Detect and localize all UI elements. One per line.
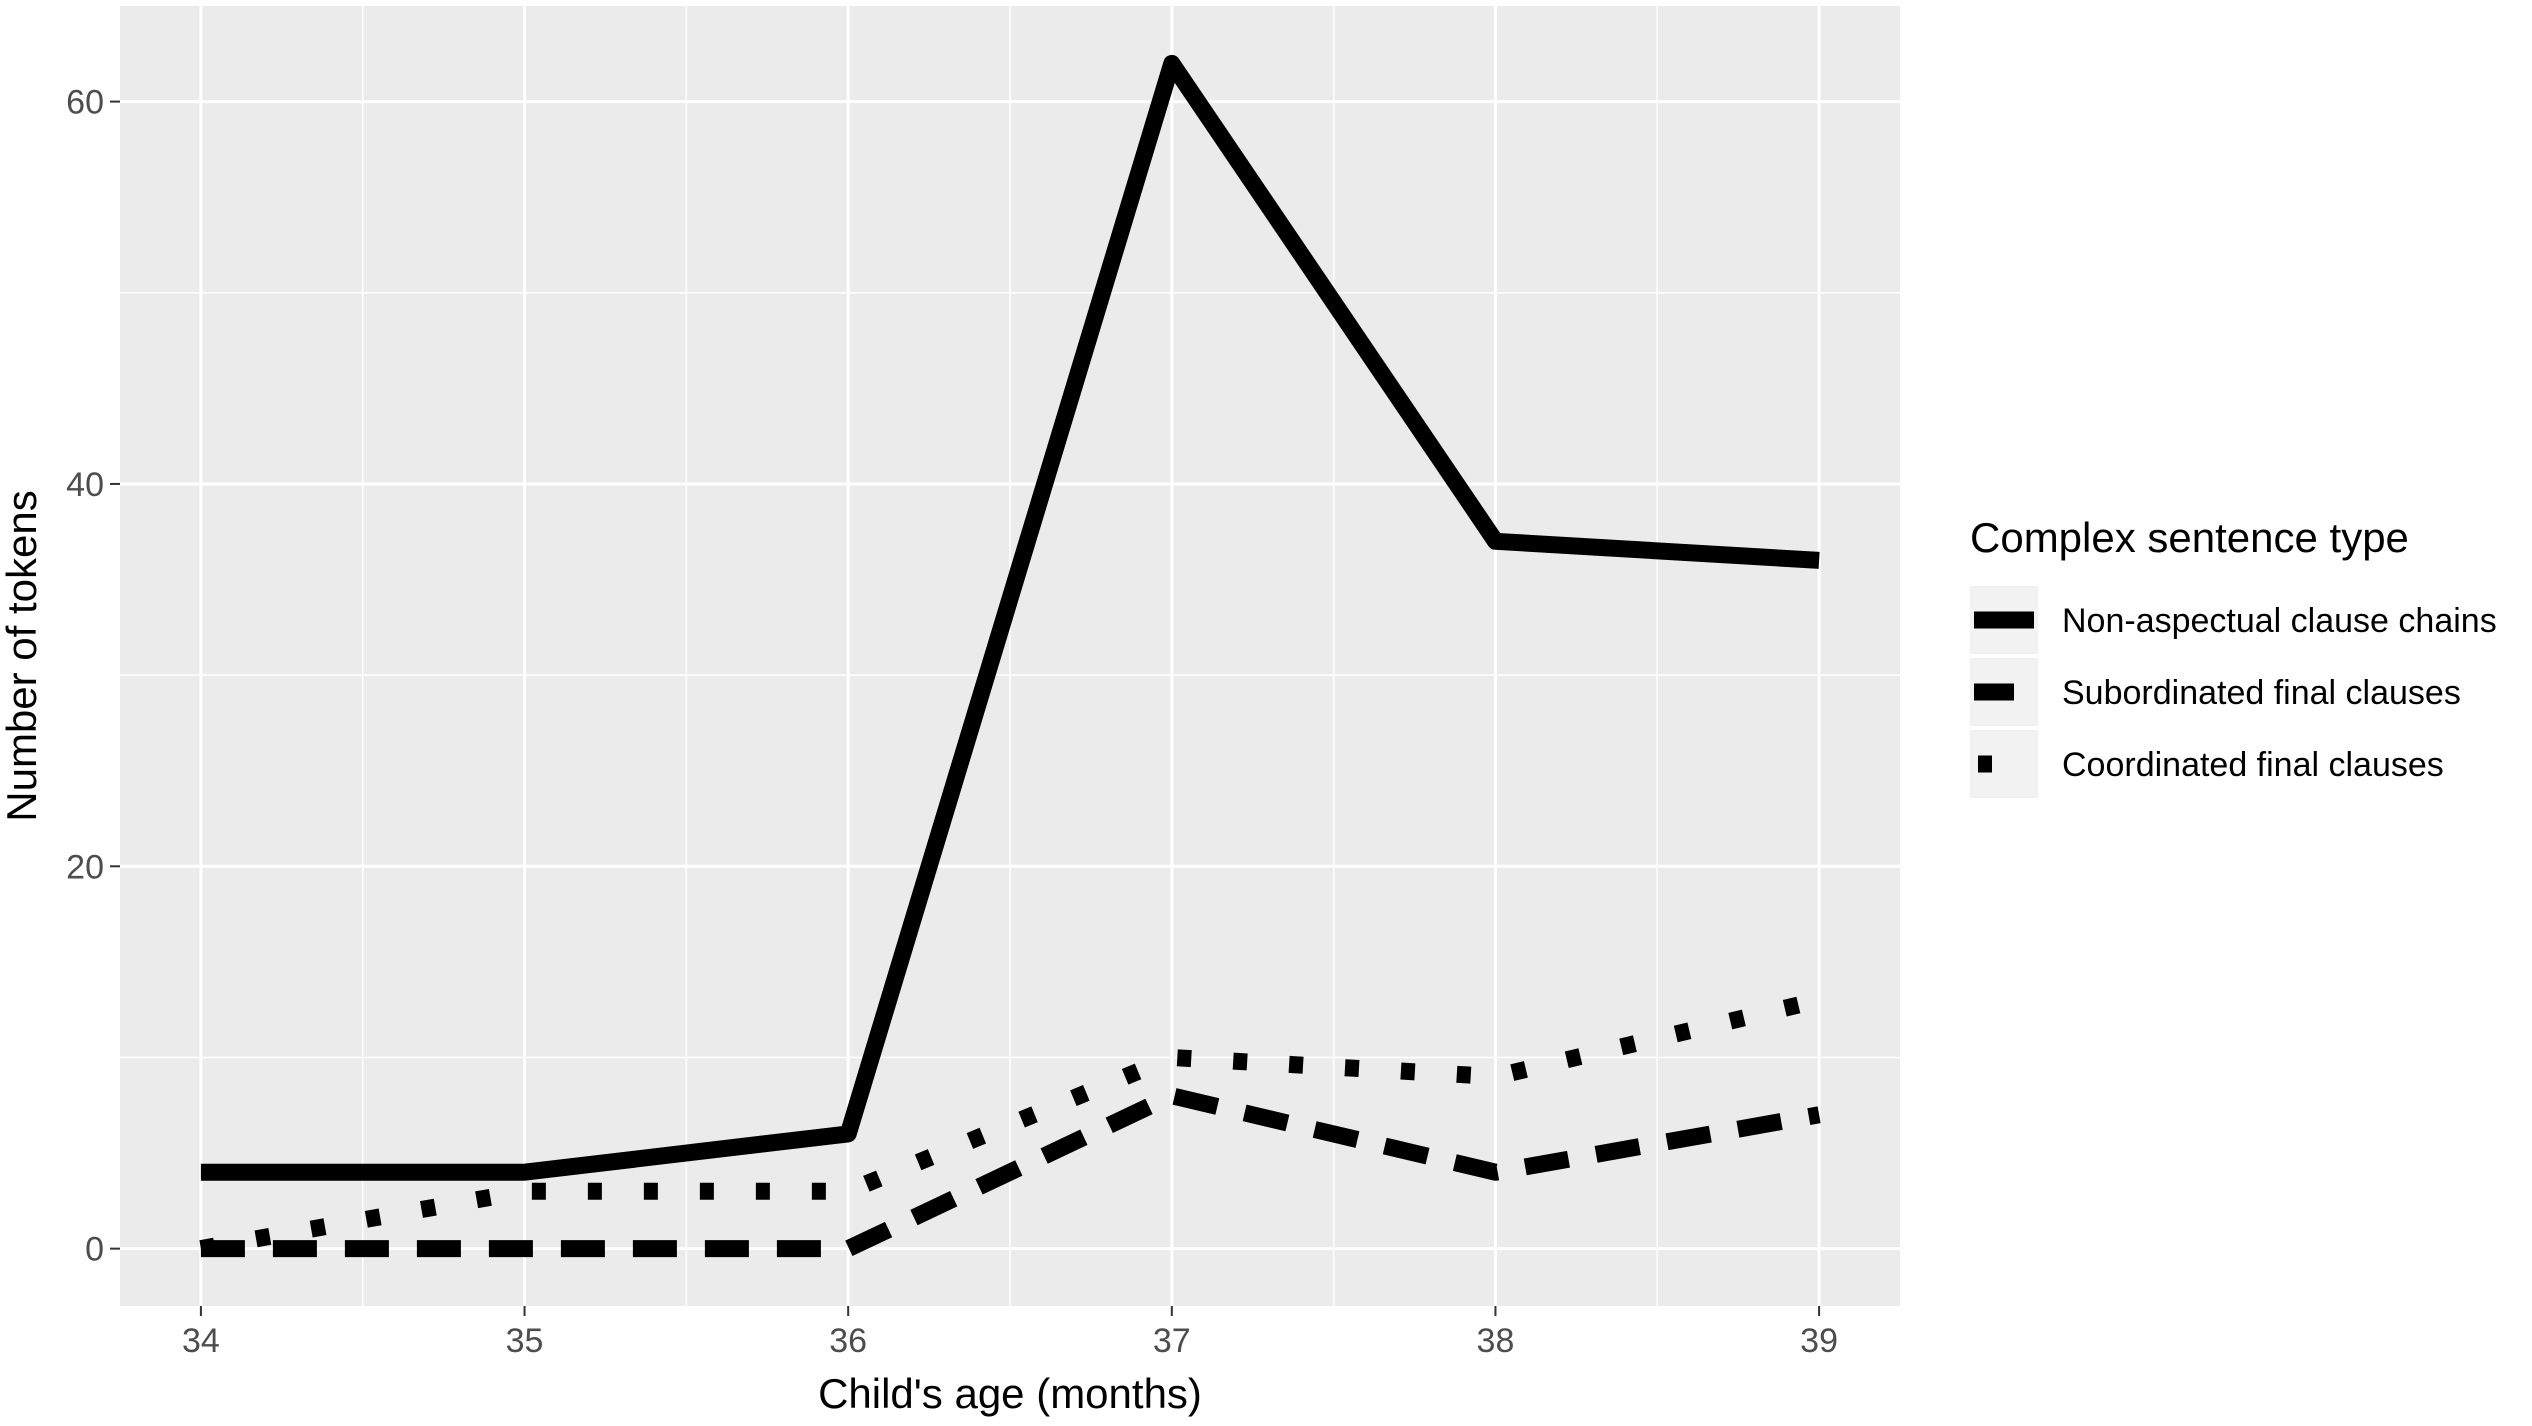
legend-title: Complex sentence type — [1970, 514, 2409, 561]
series-lines — [199, 54, 1822, 1258]
legend-item-non-aspectual-clause-chains: Non-aspectual clause chains — [1970, 586, 2497, 654]
y-tick-label: 40 — [66, 466, 104, 504]
y-tick-label: 60 — [66, 84, 104, 122]
y-axis-ticks: 0 20 40 60 — [66, 84, 120, 1269]
x-axis-title: Child's age (months) — [818, 1370, 1202, 1417]
legend-label: Non-aspectual clause chains — [2062, 602, 2497, 640]
y-tick-label: 20 — [66, 848, 104, 886]
series-line-subordinated-final-clauses — [200, 1087, 1821, 1258]
x-tick-label: 39 — [1800, 1322, 1838, 1360]
series-line-non-aspectual-clause-chains — [200, 54, 1820, 1181]
y-tick-label: 0 — [85, 1231, 104, 1269]
legend-items: Non-aspectual clause chains Subordinated … — [1970, 586, 2497, 798]
legend: Complex sentence type Non-aspectual clau… — [1970, 514, 2497, 798]
grid-lines — [120, 6, 1900, 1306]
x-tick-label: 35 — [506, 1322, 544, 1360]
x-tick-label: 37 — [1153, 1322, 1191, 1360]
legend-item-subordinated-final-clauses: Subordinated final clauses — [1970, 658, 2461, 726]
x-axis-ticks: 34 35 36 37 38 39 — [182, 1306, 1838, 1360]
x-tick-label: 36 — [829, 1322, 867, 1360]
legend-label: Coordinated final clauses — [2062, 746, 2444, 784]
x-tick-label: 38 — [1477, 1322, 1515, 1360]
x-tick-label: 34 — [182, 1322, 220, 1360]
legend-item-coordinated-final-clauses: Coordinated final clauses — [1970, 730, 2444, 798]
y-axis-title: Number of tokens — [0, 490, 45, 822]
legend-label: Subordinated final clauses — [2062, 674, 2461, 712]
